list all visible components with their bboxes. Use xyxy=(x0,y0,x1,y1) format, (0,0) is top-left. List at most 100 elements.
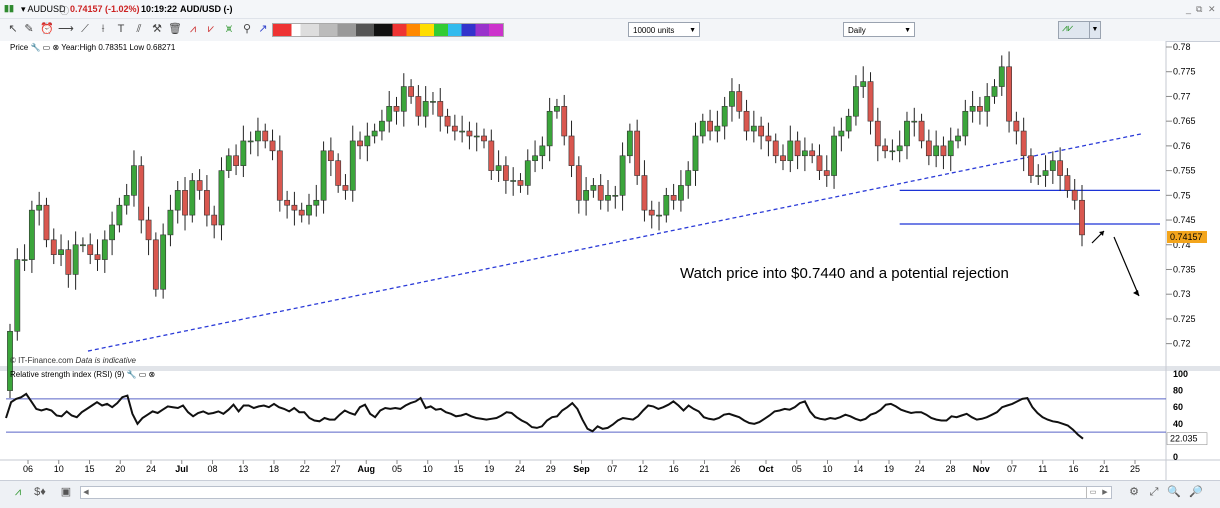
candle-body xyxy=(444,115,451,127)
candle-body xyxy=(262,130,269,142)
last-price-label: 0.74157 xyxy=(1170,232,1203,242)
candle-body xyxy=(306,204,312,216)
symbol-label: AUDUSD xyxy=(27,4,66,14)
candle-body xyxy=(1028,155,1034,176)
chart-settings-icon[interactable]: ⚙ xyxy=(1129,486,1139,498)
chart-style-button[interactable]: ⩘⩗ xyxy=(1058,21,1090,39)
hline-icon[interactable]: ⟶ xyxy=(58,23,74,35)
rsi-tick-label: 100 xyxy=(1173,369,1188,379)
date-tick-label: Sep xyxy=(573,464,590,474)
screenshot-icon[interactable]: ▣ xyxy=(60,486,72,498)
candle-body xyxy=(962,110,969,137)
minimize-icon[interactable]: _ xyxy=(1186,4,1192,14)
indicator-icon[interactable]: ⩙ xyxy=(225,23,233,35)
candle-body xyxy=(597,185,604,201)
window-icon[interactable]: ▭ xyxy=(42,43,51,52)
cursor-icon[interactable]: ↖ xyxy=(8,23,18,35)
time-scrollbar[interactable]: ◀ ▭ ▶ xyxy=(80,486,1112,499)
units-select[interactable]: 10000 units ▼ xyxy=(628,22,700,37)
candle-body xyxy=(867,81,874,122)
color-palette[interactable] xyxy=(272,23,504,37)
info-icon[interactable]: ⓘ xyxy=(60,6,70,16)
candle-body xyxy=(882,145,889,152)
alarm-icon[interactable]: ⏰ xyxy=(40,23,54,35)
restore-icon[interactable]: ⧉ xyxy=(1196,4,1203,14)
panel-splitter[interactable] xyxy=(0,366,1220,371)
fit-icon[interactable]: ⤢ xyxy=(1149,486,1159,498)
zoom-in-icon[interactable]: 🔎 xyxy=(1189,486,1203,498)
instrument-name: AUD/USD (-) xyxy=(180,4,233,14)
candle-body xyxy=(801,150,808,157)
candle-body xyxy=(605,195,611,201)
date-tick-label: 19 xyxy=(484,464,494,474)
candle-body xyxy=(1006,66,1012,122)
drawing-toolbar: ↖ ✎ ⏰ ⟶ ⟋ ⟊ T ⫽ ⚒ 🗑 ⩘ ⩗ ⩙ ⚲ ↗ 10000 unit… xyxy=(0,19,1220,42)
window-icon[interactable]: ▭ xyxy=(138,370,147,379)
candle-body xyxy=(809,150,816,157)
candle-body xyxy=(517,180,524,186)
candle-body xyxy=(298,209,305,216)
candle-body xyxy=(831,135,837,176)
candle-body xyxy=(1020,130,1027,157)
date-tick-label: 28 xyxy=(945,464,955,474)
date-tick-label: 24 xyxy=(146,464,156,474)
candle-body xyxy=(466,130,473,137)
candle-body xyxy=(335,160,342,186)
wave-icon[interactable]: ⩗ xyxy=(207,23,215,35)
candle-body xyxy=(21,259,28,261)
fibonacci-icon[interactable]: ⚒ xyxy=(152,23,162,35)
close-panel-icon[interactable]: ⊗ xyxy=(52,43,60,52)
price-tick-label: 0.765 xyxy=(1173,116,1196,126)
zoom-icon[interactable]: ⚲ xyxy=(242,23,252,35)
pattern-icon[interactable]: ⩘ xyxy=(189,23,197,35)
scroll-thumb[interactable]: ▭ xyxy=(1086,487,1099,498)
date-tick-label: 07 xyxy=(607,464,617,474)
close-icon[interactable]: ✕ xyxy=(1208,4,1216,14)
candle-body xyxy=(94,254,101,260)
price-chart[interactable]: 0.72 0.725 0.73 0.735 0.74 0.745 0.75 0.755 0.76… xyxy=(0,41,1220,481)
candle-body xyxy=(546,110,553,147)
rsi-tick-label: 40 xyxy=(1173,419,1183,429)
trash-icon[interactable]: 🗑 xyxy=(168,23,182,35)
close-panel-icon[interactable]: ⊗ xyxy=(148,370,156,379)
candle-body xyxy=(772,140,779,157)
candle-body xyxy=(28,209,35,260)
candle-body xyxy=(1071,190,1078,201)
zoom-out-icon[interactable]: 🔍 xyxy=(1167,486,1181,498)
chart-compare-icon[interactable]: ⩘ xyxy=(14,486,22,498)
chart-style-dropdown[interactable]: ▼ xyxy=(1089,21,1101,39)
watermark-note: Data is indicative xyxy=(75,356,136,365)
candle-body xyxy=(933,145,940,157)
arrow-tool-icon[interactable]: ↗ xyxy=(258,23,268,35)
vline-icon[interactable]: ⟊ xyxy=(101,23,105,35)
candle-body xyxy=(123,195,130,206)
candle-body xyxy=(714,125,721,132)
period-select[interactable]: Daily ▼ xyxy=(843,22,915,37)
channel-icon[interactable]: ⫽ xyxy=(136,23,142,35)
rsi-tick-label: 0 xyxy=(1173,452,1178,462)
text-icon[interactable]: T xyxy=(117,23,125,35)
ruler-icon[interactable]: ✎ xyxy=(24,23,34,35)
candle-body xyxy=(1049,160,1056,171)
symbol-dropdown[interactable]: ▾ AUDUSD xyxy=(21,4,66,14)
date-tick-label: 06 xyxy=(23,464,33,474)
candle-body xyxy=(116,204,123,226)
candle-body xyxy=(225,155,232,171)
date-tick-label: Jul xyxy=(175,464,188,474)
candle-body xyxy=(663,195,670,216)
chart-type-icon[interactable]: ▮▮ xyxy=(4,3,14,13)
scroll-right-icon[interactable]: ▶ xyxy=(1102,489,1108,496)
candle-body xyxy=(524,160,531,186)
candle-body xyxy=(80,244,86,247)
candle-body xyxy=(269,140,276,152)
indicator-add-icon[interactable]: $♦ xyxy=(34,486,46,498)
candle-body xyxy=(7,330,13,391)
wrench-icon[interactable]: 🔧 xyxy=(30,43,41,52)
last-price-badge xyxy=(1167,230,1207,243)
wrench-icon[interactable]: 🔧 xyxy=(126,370,137,379)
candle-body xyxy=(211,214,218,226)
candle-body xyxy=(415,96,422,117)
candle-body xyxy=(320,150,327,201)
scroll-left-icon[interactable]: ◀ xyxy=(83,489,89,496)
trendline-icon[interactable]: ⟋ xyxy=(81,23,89,35)
